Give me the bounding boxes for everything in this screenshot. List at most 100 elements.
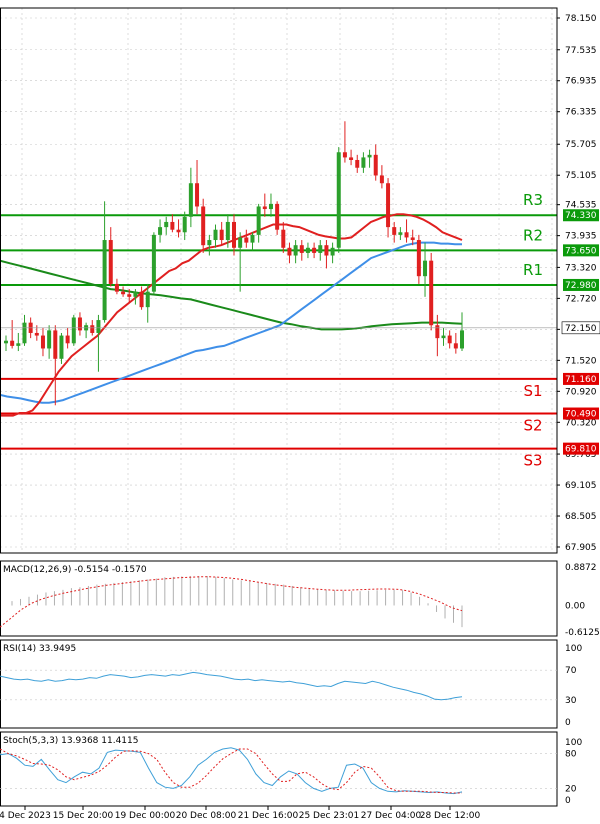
candle-body <box>225 221 230 241</box>
stoch-k-line <box>0 747 463 795</box>
candle-body <box>305 247 310 253</box>
stoch-panel-frame <box>0 731 558 807</box>
candle-body <box>164 221 169 228</box>
level-price-label: 70.490 <box>565 410 597 420</box>
macd-y-tick-label: 0.8872 <box>565 563 597 573</box>
macd-y-tick-label: 0.00 <box>565 601 585 611</box>
candle-body <box>256 206 261 235</box>
x-tick-label: 19 Dec 00:00 <box>115 811 176 821</box>
level-price-label: 74.330 <box>565 211 597 221</box>
candle-body <box>330 247 335 256</box>
x-tick-label: 27 Dec 04:00 <box>361 811 422 821</box>
candle-body <box>392 227 397 235</box>
candle-body <box>386 183 391 228</box>
candle-body <box>102 240 107 321</box>
candle-body <box>404 232 409 238</box>
candle-body <box>77 317 82 331</box>
candle-body <box>435 325 440 339</box>
candle-body <box>127 294 132 297</box>
y-tick-label: 75.105 <box>565 171 597 181</box>
level-price-label: 72.980 <box>565 281 597 291</box>
macd-title: MACD(12,26,9) -0.5154 -0.1570 <box>3 565 147 575</box>
level-price-box <box>563 278 599 291</box>
candle-body <box>10 340 15 346</box>
candle-body <box>34 332 39 336</box>
y-tick-label: 69.105 <box>565 481 597 491</box>
y-tick-label: 76.335 <box>565 108 597 118</box>
candle-body <box>170 221 175 230</box>
candle-body <box>275 203 280 230</box>
candle-body <box>268 203 273 210</box>
y-tick-label: 67.905 <box>565 543 597 553</box>
level-name-r1: R1 <box>523 261 543 279</box>
level-name-s3: S3 <box>523 452 542 470</box>
candle-body <box>59 335 64 359</box>
candle-body <box>429 260 434 326</box>
candle-body <box>22 322 27 344</box>
candle-body <box>398 232 403 235</box>
candle-body <box>312 247 317 253</box>
candle-body <box>145 291 150 308</box>
main-panel-frame <box>0 7 558 554</box>
stoch-y-tick-label: 20 <box>565 784 577 794</box>
y-tick-label: 78.150 <box>565 14 597 24</box>
ma-mid-line <box>0 241 462 404</box>
level-name-s1: S1 <box>523 382 542 400</box>
y-tick-label: 73.935 <box>565 232 597 242</box>
stoch-y-tick-label: 80 <box>565 750 577 760</box>
candle-body <box>195 183 200 207</box>
rsi-y-tick-label: 30 <box>565 696 577 706</box>
candle-body <box>40 335 45 349</box>
y-tick-label: 77.535 <box>565 46 597 56</box>
candle-body <box>324 245 329 256</box>
candle-body <box>293 245 298 256</box>
y-tick-label: 68.505 <box>565 512 597 522</box>
candle-body <box>65 335 70 344</box>
current-price-box <box>561 321 600 335</box>
candle-body <box>201 206 206 246</box>
candle-body <box>4 340 8 344</box>
candle-body <box>460 330 464 349</box>
y-tick-label: 72.720 <box>565 294 597 304</box>
y-tick-label: 71.520 <box>565 356 597 366</box>
candle-body <box>379 175 384 184</box>
level-price-box <box>563 209 599 222</box>
candle-body <box>441 335 446 339</box>
y-tick-label: 70.320 <box>565 418 597 428</box>
candle-body <box>373 154 378 176</box>
x-tick-label: 15 Dec 20:00 <box>53 811 114 821</box>
macd-y-tick-label: -0.6125 <box>565 628 600 638</box>
candle-body <box>244 237 249 243</box>
candle-body <box>90 325 95 333</box>
candle-body <box>232 221 236 248</box>
level-price-label: 73.650 <box>565 246 597 256</box>
x-tick-label: 25 Dec 23:01 <box>299 811 360 821</box>
y-tick-label: 74.535 <box>565 201 597 211</box>
ma-slow-line <box>0 259 463 331</box>
candle-body <box>139 291 144 308</box>
candle-body <box>47 330 52 349</box>
candle-body <box>318 245 323 253</box>
candle-body <box>182 216 187 233</box>
y-tick-label: 73.320 <box>565 263 597 273</box>
macd-panel-frame <box>0 560 558 637</box>
candle-body <box>121 291 126 295</box>
level-name-r3: R3 <box>523 191 543 209</box>
rsi-y-tick-label: 100 <box>565 644 582 654</box>
candle-body <box>367 154 372 158</box>
x-tick-label: 28 Dec 12:00 <box>420 811 481 821</box>
candle-body <box>355 159 360 168</box>
level-price-label: 71.160 <box>565 375 597 385</box>
candle-body <box>16 343 21 346</box>
candle-body <box>238 237 243 248</box>
candle-body <box>299 245 304 253</box>
candle-body <box>188 183 193 217</box>
level-price-box <box>563 372 599 385</box>
candle-body <box>287 247 292 256</box>
y-tick-label: 70.920 <box>565 387 597 397</box>
stoch-title: Stoch(5,3,3) 13.9368 11.4115 <box>3 736 138 746</box>
stoch-y-tick-label: 0 <box>565 796 571 806</box>
candle-body <box>416 240 421 277</box>
